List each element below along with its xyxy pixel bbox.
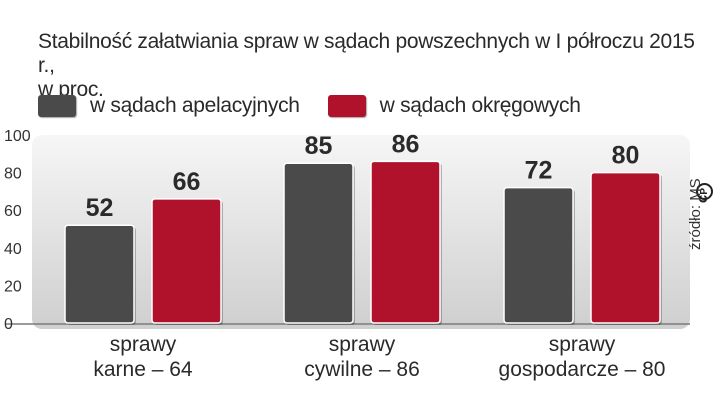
category-label: sprawy — [110, 333, 177, 356]
bar-value-label: 86 — [392, 130, 420, 158]
bar — [370, 160, 441, 324]
title-line: Stabilność załatwiania spraw w sądach po… — [38, 30, 695, 77]
legend-item-okregowe: w sądach okręgowych — [327, 94, 581, 118]
y-tick-label: 80 — [4, 166, 22, 183]
category-label: sprawy — [549, 333, 616, 356]
y-tick-label: 40 — [4, 241, 22, 258]
bar-value-label: 72 — [525, 157, 553, 185]
category-label: gospodarcze – 80 — [499, 358, 666, 381]
legend-label-okregowe: w sądach okręgowych — [379, 94, 581, 117]
category-label: karne – 64 — [93, 358, 193, 381]
legend: w sądach apelacyjnych w sądach okręgowyc… — [38, 93, 609, 119]
bar — [64, 224, 135, 324]
bar-value-label: 85 — [305, 132, 333, 160]
source-note: źródło: MS — [687, 178, 704, 250]
category-label: cywilne – 86 — [304, 358, 420, 381]
legend-item-apelacyjne: w sądach apelacyjnych — [38, 94, 300, 118]
y-tick-label: 0 — [4, 316, 13, 333]
category-label: sprawy — [329, 333, 396, 356]
bar — [283, 162, 354, 324]
bar-value-label: 66 — [173, 168, 201, 196]
y-tick-label: 60 — [4, 203, 22, 220]
legend-swatch-apelacyjne — [38, 95, 76, 117]
bar — [151, 198, 222, 324]
y-tick-label: 100 — [4, 128, 31, 145]
legend-swatch-okregowe — [327, 95, 366, 117]
y-tick-label: 20 — [4, 278, 22, 295]
bar-value-label: 80 — [612, 142, 640, 170]
bar — [503, 186, 574, 324]
bar-value-label: 52 — [86, 194, 114, 222]
legend-label-apelacyjne: w sądach apelacyjnych — [90, 94, 300, 117]
bar — [590, 171, 661, 324]
